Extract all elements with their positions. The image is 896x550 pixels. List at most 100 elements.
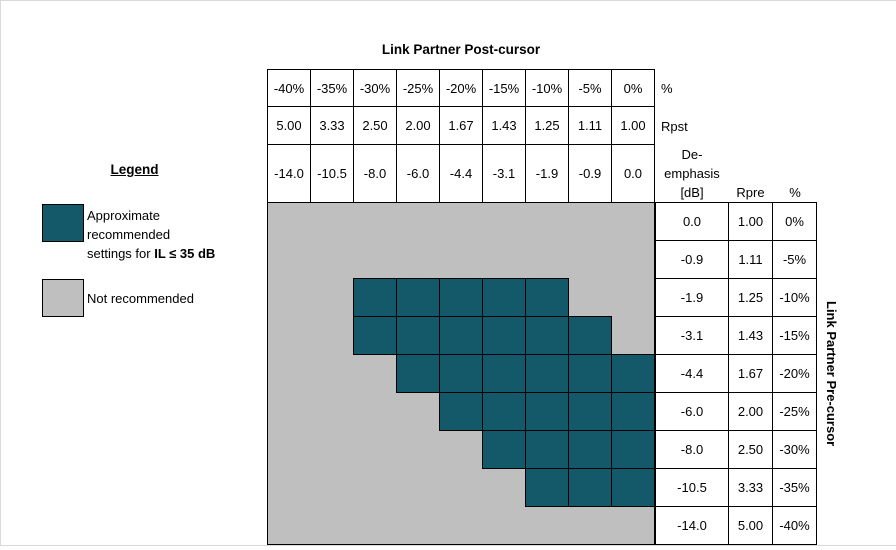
pre-cursor-deemphasis-cell: -3.1 [656,317,729,355]
post-cursor-percent-cell: -15% [483,70,526,107]
settings-grid [267,202,655,545]
post-cursor-deemphasis-cell: 0.0 [612,145,655,203]
pre-cursor-rpre-cell: 1.11 [729,241,773,279]
recommended-cell [568,316,612,355]
post-cursor-rpst-cell: 3.33 [311,107,354,145]
post-cursor-table: -40% -35% -30% -25% -20% -15% -10% -5% 0% 5.00 3.3… [267,69,655,203]
post-cursor-deemphasis-cell: -8.0 [354,145,397,203]
recommended-cell [525,430,569,469]
pre-cursor-deemphasis-cell: -1.9 [656,279,729,317]
legend-line3: settings for IL ≤ 35 dB [87,244,215,263]
recommended-cell [439,316,483,355]
pre-cursor-deemphasis-cell: -6.0 [656,393,729,431]
pre-cursor-rpre-cell: 2.50 [729,431,773,469]
post-cursor-percent-cell: -10% [526,70,569,107]
pre-cursor-deemphasis-cell: -10.5 [656,469,729,507]
deemphasis-header-line1: De- [681,147,703,162]
recommended-cell [482,354,526,393]
post-cursor-rpst-cell: 1.43 [483,107,526,145]
pre-cursor-percent-cell: -30% [773,431,817,469]
percent-header: % [789,185,801,200]
recommended-cell [568,468,612,507]
post-cursor-rpst-cell: 1.67 [440,107,483,145]
pre-cursor-percent-cell: -10% [773,279,817,317]
post-cursor-rpst-cell: 2.00 [397,107,440,145]
post-cursor-rpst-cell: 1.11 [569,107,612,145]
recommended-cell [525,468,569,507]
recommended-cell [525,278,569,317]
legend-title: Legend [110,162,159,177]
right-axis-title: Link Partner Pre-cursor [824,300,839,447]
post-cursor-percent-cell: -35% [311,70,354,107]
post-cursor-percent-cell: -5% [569,70,612,107]
pre-cursor-percent-cell: -25% [773,393,817,431]
deemphasis-header-line2: emphasis [664,166,720,181]
post-cursor-percent-cell: -30% [354,70,397,107]
pre-cursor-rpre-cell: 1.00 [729,203,773,241]
post-cursor-rpst-cell: 5.00 [268,107,311,145]
post-cursor-deemphasis-cell: -10.5 [311,145,354,203]
recommended-cell [396,354,440,393]
pre-cursor-table-header: De- emphasis [dB] Rpre % [656,144,817,202]
recommended-cell [611,392,655,431]
deemphasis-header: De- emphasis [dB] [656,145,728,202]
legend-line2: recommended [87,227,171,242]
recommended-cell [396,278,440,317]
recommended-cell [482,392,526,431]
pre-cursor-percent-cell: -5% [773,241,817,279]
pre-cursor-rpre-cell: 1.43 [729,317,773,355]
recommended-cell [611,430,655,469]
pre-cursor-rpre-cell: 3.33 [729,469,773,507]
recommended-cell [353,278,397,317]
recommended-cell [482,430,526,469]
post-cursor-percent-cell: -40% [268,70,311,107]
post-cursor-rpst-cell: 2.50 [354,107,397,145]
post-cursor-deemphasis-cell: -4.4 [440,145,483,203]
settings-grid-svg [267,202,655,545]
post-cursor-deemphasis-cell: -14.0 [268,145,311,203]
recommended-cell [396,316,440,355]
recommended-cell [525,392,569,431]
percent-side-label: % [661,80,673,96]
legend-line3-normal: settings for [87,246,155,261]
post-cursor-rpst-cell: 1.25 [526,107,569,145]
post-cursor-deemphasis-cell: -6.0 [397,145,440,203]
recommended-cell [525,354,569,393]
top-axis-title: Link Partner Post-cursor [381,42,541,57]
recommended-cell [525,316,569,355]
recommended-cell [568,354,612,393]
pre-cursor-deemphasis-cell: -0.9 [656,241,729,279]
post-cursor-percent-cell: 0% [612,70,655,107]
pre-cursor-rpre-cell: 2.00 [729,393,773,431]
pre-cursor-percent-cell: -20% [773,355,817,393]
pre-cursor-deemphasis-cell: -14.0 [656,507,729,545]
recommended-cell [611,468,655,507]
recommended-cell [482,316,526,355]
post-cursor-deemphasis-cell: -3.1 [483,145,526,203]
pre-cursor-percent-cell: -15% [773,317,817,355]
not-recommended-legend-label: Not recommended [87,290,194,306]
not-recommended-swatch [42,279,84,317]
recommended-cell [353,316,397,355]
pre-cursor-table: 0.0 1.00 0% -0.9 1.11 -5% -1.9 1.25 -10% -3.1 1.43… [655,202,817,545]
pre-cursor-deemphasis-cell: -8.0 [656,431,729,469]
post-cursor-percent-cell: -20% [440,70,483,107]
recommended-cell [611,354,655,393]
recommended-swatch [42,204,84,242]
pre-cursor-percent-cell: 0% [773,203,817,241]
pre-cursor-rpre-cell: 5.00 [729,507,773,545]
recommended-cell [439,278,483,317]
recommended-cell [439,354,483,393]
pre-cursor-percent-cell: -40% [773,507,817,545]
recommended-cell [439,392,483,431]
pre-cursor-rpre-cell: 1.25 [729,279,773,317]
legend-line3-bold: IL ≤ 35 dB [154,246,216,261]
post-cursor-deemphasis-cell: -1.9 [526,145,569,203]
recommended-cell [482,278,526,317]
pre-cursor-percent-cell: -35% [773,469,817,507]
pre-cursor-deemphasis-cell: 0.0 [656,203,729,241]
recommended-legend-label: Approximate recommended settings for IL … [87,206,215,263]
pre-cursor-deemphasis-cell: -4.4 [656,355,729,393]
deemphasis-header-line3: [dB] [680,185,704,200]
